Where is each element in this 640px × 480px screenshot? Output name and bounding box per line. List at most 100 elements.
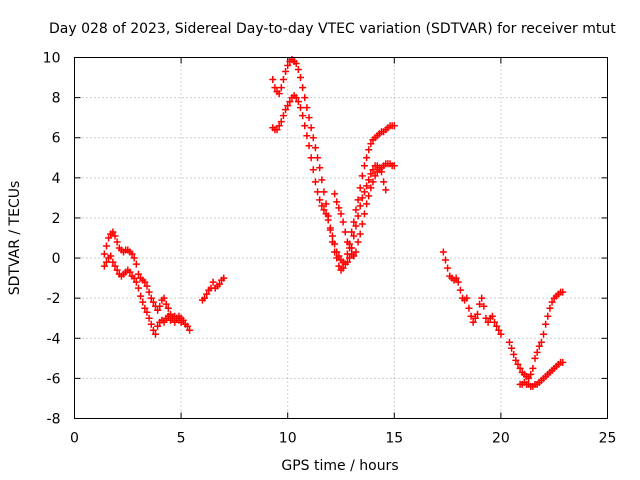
data-point: [548, 298, 556, 306]
data-point: [160, 294, 168, 302]
data-point: [546, 304, 554, 312]
data-point: [471, 314, 479, 322]
data-point: [358, 220, 366, 228]
data-point: [160, 318, 168, 326]
axis-ticks: 0 5 10 15 20 25 -8 -6 -4 -2 0 2 4 6 8 10: [43, 51, 617, 447]
data-point: [363, 200, 371, 208]
series-arc-2: [198, 274, 228, 304]
data-point: [314, 154, 322, 162]
data-point: [478, 294, 486, 302]
data-point: [301, 94, 309, 102]
y-tick-label: 2: [52, 211, 61, 227]
data-point: [282, 68, 290, 76]
data-point: [488, 312, 496, 320]
data-point: [275, 122, 283, 130]
data-point: [533, 348, 541, 356]
data-point: [277, 84, 285, 92]
data-point: [454, 278, 462, 286]
data-point: [343, 258, 351, 266]
data-point: [358, 172, 366, 180]
data-point: [154, 322, 162, 330]
data-point: [273, 126, 281, 134]
data-point: [111, 232, 119, 240]
data-point: [390, 122, 398, 130]
data-point: [309, 166, 317, 174]
data-point: [318, 202, 326, 210]
data-point: [296, 74, 304, 82]
data-point: [141, 304, 149, 312]
data-point: [320, 188, 328, 196]
data-point: [292, 60, 300, 68]
x-tick-label: 0: [70, 431, 79, 447]
data-point: [365, 146, 373, 154]
x-axis-label: GPS time / hours: [281, 458, 398, 474]
data-point: [516, 364, 524, 372]
data-point: [473, 310, 481, 318]
data-point: [358, 194, 366, 202]
data-point: [132, 278, 140, 286]
data-point: [352, 222, 360, 230]
data-marks: [100, 56, 567, 390]
data-point: [102, 242, 110, 250]
data-point: [469, 318, 477, 326]
data-point: [544, 312, 552, 320]
data-point: [348, 228, 356, 236]
y-tick-label: 4: [52, 171, 61, 187]
data-point: [535, 342, 543, 350]
y-tick-label: 8: [52, 91, 61, 107]
data-point: [341, 228, 349, 236]
data-point: [277, 118, 285, 126]
data-point: [367, 140, 375, 148]
series-arc-1b: [100, 252, 185, 338]
y-tick-label: 0: [52, 251, 61, 267]
data-point: [467, 312, 475, 320]
data-point: [525, 374, 533, 382]
data-point: [316, 196, 324, 204]
data-point: [164, 304, 172, 312]
data-point: [113, 238, 121, 246]
x-tick-label: 20: [492, 431, 510, 447]
data-point: [367, 170, 375, 178]
chart-title: Day 028 of 2023, Sidereal Day-to-day VTE…: [49, 21, 616, 37]
data-point: [365, 192, 373, 200]
series-arc-3b: [269, 92, 390, 268]
data-point: [109, 228, 117, 236]
data-point: [439, 248, 447, 256]
series-arc-5a: [505, 288, 567, 382]
data-point: [360, 188, 368, 196]
data-point: [365, 176, 373, 184]
data-point: [275, 90, 283, 98]
data-point: [286, 98, 294, 106]
data-point: [331, 240, 339, 248]
data-point: [352, 248, 360, 256]
data-point: [335, 204, 343, 212]
data-point: [147, 294, 155, 302]
data-point: [145, 288, 153, 296]
data-point: [299, 112, 307, 120]
data-point: [279, 76, 287, 84]
y-tick-label: -8: [47, 412, 61, 428]
data-point: [354, 212, 362, 220]
data-point: [130, 274, 138, 282]
data-point: [100, 250, 108, 258]
series-arc-3a: [269, 56, 398, 274]
data-point: [109, 258, 117, 266]
data-point: [328, 232, 336, 240]
data-point: [209, 278, 217, 286]
y-tick-label: 10: [43, 51, 61, 67]
data-point: [356, 184, 364, 192]
data-point: [390, 162, 398, 170]
data-point: [284, 102, 292, 110]
y-axis-label: SDTVAR / TECUs: [7, 181, 23, 296]
data-point: [456, 286, 464, 294]
data-point: [132, 260, 140, 268]
data-point: [183, 322, 191, 330]
data-point: [505, 338, 513, 346]
data-point: [318, 176, 326, 184]
data-point: [137, 292, 145, 300]
data-point: [215, 280, 223, 288]
data-point: [311, 178, 319, 186]
y-tick-label: -4: [47, 331, 61, 347]
data-point: [145, 314, 153, 322]
